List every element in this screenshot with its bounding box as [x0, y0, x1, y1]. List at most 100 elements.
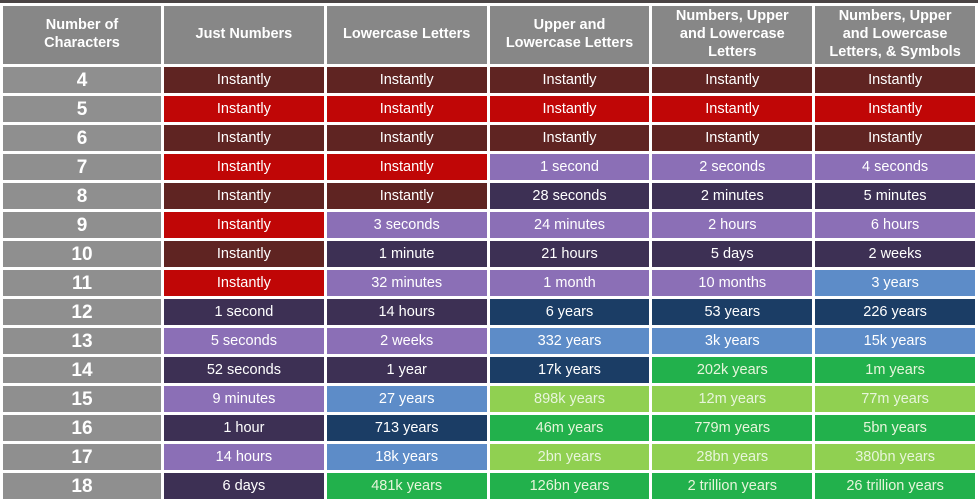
table-header: Number of Characters Just Numbers Lowerc… [3, 6, 975, 64]
table-row: 10 Instantly 1 minute 21 hours 5 days 2 weeks [3, 241, 975, 267]
crack-time-cell: 2 hours [652, 212, 813, 238]
crack-time-cell: 14 hours [164, 444, 324, 470]
row-label-characters: 9 [3, 212, 161, 238]
crack-time-cell: 2bn years [489, 444, 650, 470]
crack-time-cell: Instantly [326, 125, 487, 151]
table-row: 14 52 seconds 1 year 17k years 202k years 1m … [3, 357, 975, 383]
crack-time-cell: Instantly [815, 96, 975, 122]
crack-time-cell: Instantly [815, 67, 975, 93]
crack-time-cell: 28bn years [652, 444, 813, 470]
row-label-characters: 10 [3, 241, 161, 267]
crack-time-cell: Instantly [489, 125, 650, 151]
crack-time-cell: Instantly [326, 154, 487, 180]
crack-time-cell: Instantly [164, 270, 324, 296]
crack-time-cell: 1 minute [326, 241, 487, 267]
column-header-lowercase-letters: Lowercase Letters [326, 6, 487, 64]
crack-time-cell: 1 second [489, 154, 650, 180]
table-row: 9 Instantly 3 seconds 24 minutes 2 hours 6 ho… [3, 212, 975, 238]
crack-time-cell: 779m years [652, 415, 813, 441]
crack-time-cell: Instantly [815, 125, 975, 151]
row-label-characters: 16 [3, 415, 161, 441]
header-row: Number of Characters Just Numbers Lowerc… [3, 6, 975, 64]
table-row: 18 6 days 481k years 126bn years 2 trillion … [3, 473, 975, 499]
crack-time-cell: 32 minutes [326, 270, 487, 296]
crack-time-cell: 713 years [326, 415, 487, 441]
crack-time-cell: 5 minutes [815, 183, 975, 209]
crack-time-cell: Instantly [489, 67, 650, 93]
crack-time-cell: 1 month [489, 270, 650, 296]
crack-time-cell: 2 minutes [652, 183, 813, 209]
column-header-numbers-upper-lowercase-letters-symbols: Numbers, Upper and Lowercase Letters, & … [815, 6, 975, 64]
crack-time-cell: 28 seconds [489, 183, 650, 209]
crack-time-cell: 6 days [164, 473, 324, 499]
row-label-characters: 17 [3, 444, 161, 470]
crack-time-cell: 3 years [815, 270, 975, 296]
table-row: 15 9 minutes 27 years 898k years 12m years 77… [3, 386, 975, 412]
crack-time-cell: 10 months [652, 270, 813, 296]
crack-time-cell: Instantly [164, 125, 324, 151]
crack-time-cell: Instantly [164, 241, 324, 267]
crack-time-cell: 9 minutes [164, 386, 324, 412]
column-header-upper-and-lowercase-letters: Upper and Lowercase Letters [489, 6, 650, 64]
crack-time-cell: 15k years [815, 328, 975, 354]
column-header-just-numbers: Just Numbers [164, 6, 324, 64]
table-row: 8 Instantly Instantly 28 seconds 2 minutes 5 … [3, 183, 975, 209]
crack-time-cell: 5 seconds [164, 328, 324, 354]
crack-time-cell: 5 days [652, 241, 813, 267]
crack-time-cell: 5bn years [815, 415, 975, 441]
crack-time-cell: 17k years [489, 357, 650, 383]
table-row: 11 Instantly 32 minutes 1 month 10 months 3 y… [3, 270, 975, 296]
row-label-characters: 5 [3, 96, 161, 122]
crack-time-cell: 53 years [652, 299, 813, 325]
row-label-characters: 13 [3, 328, 161, 354]
crack-time-cell: 21 hours [489, 241, 650, 267]
row-label-characters: 18 [3, 473, 161, 499]
crack-time-cell: Instantly [326, 67, 487, 93]
crack-time-cell: 27 years [326, 386, 487, 412]
table-row: 4 Instantly Instantly Instantly Instantly Ins… [3, 67, 975, 93]
crack-time-cell: 4 seconds [815, 154, 975, 180]
row-label-characters: 4 [3, 67, 161, 93]
table-row: 16 1 hour 713 years 46m years 779m years 5bn … [3, 415, 975, 441]
row-label-characters: 7 [3, 154, 161, 180]
crack-time-cell: 481k years [326, 473, 487, 499]
crack-time-cell: 52 seconds [164, 357, 324, 383]
crack-time-cell: 46m years [489, 415, 650, 441]
table-row: 17 14 hours 18k years 2bn years 28bn years 38… [3, 444, 975, 470]
crack-time-cell: 2 seconds [652, 154, 813, 180]
row-label-characters: 12 [3, 299, 161, 325]
crack-time-cell: 2 weeks [815, 241, 975, 267]
crack-time-cell: Instantly [326, 96, 487, 122]
crack-time-cell: 202k years [652, 357, 813, 383]
crack-time-cell: 3k years [652, 328, 813, 354]
crack-time-cell: 226 years [815, 299, 975, 325]
crack-time-cell: 332 years [489, 328, 650, 354]
crack-time-cell: 3 seconds [326, 212, 487, 238]
crack-time-cell: Instantly [652, 125, 813, 151]
crack-time-cell: 2 trillion years [652, 473, 813, 499]
crack-time-cell: 24 minutes [489, 212, 650, 238]
crack-time-cell: 126bn years [489, 473, 650, 499]
crack-time-cell: Instantly [164, 183, 324, 209]
crack-time-cell: 2 weeks [326, 328, 487, 354]
column-header-number-of-characters: Number of Characters [3, 6, 161, 64]
crack-time-cell: Instantly [164, 67, 324, 93]
crack-time-cell: 6 years [489, 299, 650, 325]
crack-time-cell: 18k years [326, 444, 487, 470]
crack-time-cell: 1m years [815, 357, 975, 383]
crack-time-cell: Instantly [164, 212, 324, 238]
table-row: 5 Instantly Instantly Instantly Instantly Ins… [3, 96, 975, 122]
table-top-border [0, 0, 978, 3]
column-header-numbers-upper-and-lowercase-letters: Numbers, Upper and Lowercase Letters [652, 6, 813, 64]
crack-time-cell: 6 hours [815, 212, 975, 238]
row-label-characters: 8 [3, 183, 161, 209]
crack-time-cell: Instantly [326, 183, 487, 209]
crack-time-cell: 1 second [164, 299, 324, 325]
crack-time-cell: Instantly [652, 96, 813, 122]
crack-time-cell: 12m years [652, 386, 813, 412]
table-row: 6 Instantly Instantly Instantly Instantly Ins… [3, 125, 975, 151]
crack-time-cell: Instantly [164, 154, 324, 180]
table-row: 7 Instantly Instantly 1 second 2 seconds 4 se… [3, 154, 975, 180]
row-label-characters: 11 [3, 270, 161, 296]
row-label-characters: 15 [3, 386, 161, 412]
